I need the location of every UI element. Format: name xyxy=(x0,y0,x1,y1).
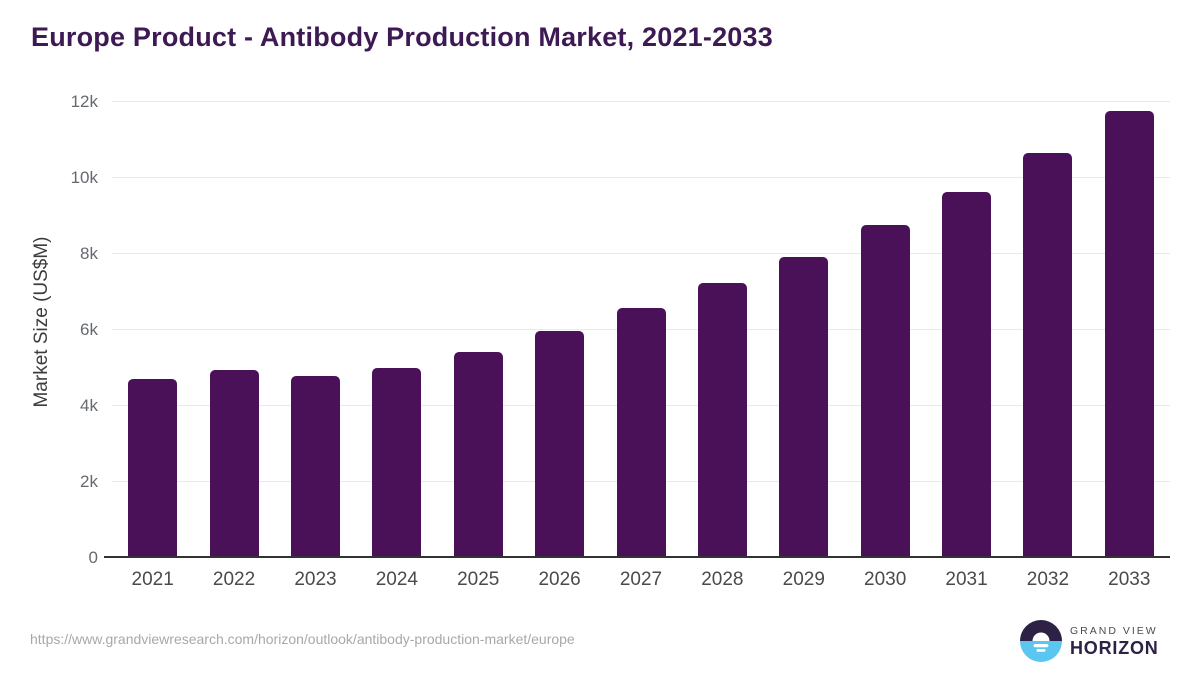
x-tick-label-2029: 2029 xyxy=(782,569,825,590)
bar-2030 xyxy=(860,224,910,557)
bar-2033 xyxy=(1104,111,1154,557)
bar-2032 xyxy=(1023,153,1073,557)
bar-2029 xyxy=(779,256,829,557)
grandview-horizon-logo: GRAND VIEW HORIZON xyxy=(1020,619,1180,663)
x-tick-label-2028: 2028 xyxy=(701,569,744,590)
x-tick-label-2024: 2024 xyxy=(375,569,418,590)
gridline-12k xyxy=(112,100,1170,102)
bar-2024 xyxy=(372,367,422,557)
x-tick-label-2025: 2025 xyxy=(457,569,500,590)
logo-brand-line2: HORIZON xyxy=(1070,638,1159,658)
logo-reflection-1 xyxy=(1033,644,1049,648)
y-tick-label: 6k xyxy=(80,320,98,339)
x-tick-label-2030: 2030 xyxy=(864,569,907,590)
x-axis-line xyxy=(104,556,1170,558)
bar-2028 xyxy=(697,283,747,557)
logo-reflection-2 xyxy=(1036,649,1046,652)
logo-brand-line1: GRAND VIEW xyxy=(1070,625,1158,637)
x-tick-label-2027: 2027 xyxy=(619,569,663,590)
x-tick-label-2023: 2023 xyxy=(294,569,337,590)
bar-2022 xyxy=(209,370,259,557)
gridline-8k xyxy=(112,252,1170,254)
y-tick-label: 8k xyxy=(80,244,98,263)
bar-2025 xyxy=(453,351,503,557)
x-tick-label-2031: 2031 xyxy=(945,569,988,590)
y-tick-label: 4k xyxy=(80,396,98,415)
bar-2023 xyxy=(290,375,340,557)
gridline-10k xyxy=(112,176,1170,178)
bar-2027 xyxy=(616,307,666,557)
bar-2021 xyxy=(128,378,178,557)
x-tick-label-2026: 2026 xyxy=(538,569,581,590)
y-tick-label: 12k xyxy=(70,92,98,111)
x-tick-label-2032: 2032 xyxy=(1026,569,1070,590)
y-tick-label: 10k xyxy=(70,168,98,187)
logo-sun-dome xyxy=(1032,632,1050,641)
source-url: https://www.grandviewresearch.com/horizo… xyxy=(30,631,575,647)
horizon-sun-icon xyxy=(1020,620,1062,662)
x-tick-label-2022: 2022 xyxy=(212,569,256,590)
y-tick-label: 0 xyxy=(88,548,98,567)
bar-2026 xyxy=(535,330,585,557)
bar-2031 xyxy=(942,192,992,557)
page-title: Europe Product - Antibody Production Mar… xyxy=(31,22,773,52)
logo-mark-top xyxy=(1020,620,1062,641)
x-tick-label-2033: 2033 xyxy=(1108,569,1151,590)
y-tick-label: 2k xyxy=(80,472,98,491)
x-tick-label-2021: 2021 xyxy=(131,569,174,590)
logo-text: GRAND VIEW HORIZON xyxy=(1070,625,1159,659)
